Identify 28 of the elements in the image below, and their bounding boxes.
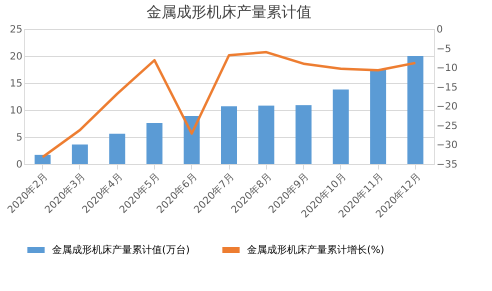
y-tick-label: 5 <box>16 132 22 144</box>
bar <box>296 105 312 164</box>
y-tick-label: 10 <box>10 106 22 116</box>
y2-tick-label: −25 <box>436 120 458 132</box>
legend-label: 金属成形机床产量累计值(万台) <box>52 244 190 256</box>
bar <box>34 154 51 164</box>
y-tick-label: 20 <box>10 52 22 62</box>
y-tick-label: 0 <box>16 160 22 170</box>
bar <box>332 89 349 164</box>
line-series <box>41 50 417 158</box>
bar <box>109 134 126 164</box>
bar <box>258 106 274 164</box>
y2-tick-label: −10 <box>436 63 458 74</box>
bar <box>221 106 237 164</box>
y2-tick-label: −15 <box>436 82 458 94</box>
y2-tick-label: −20 <box>436 102 458 113</box>
legend-label: 金属成形机床产量累计增长(%) <box>247 244 384 256</box>
y2-tick-label: −5 <box>436 44 452 55</box>
bar <box>146 122 162 164</box>
y-tick-label: 15 <box>10 78 22 90</box>
y-tick-label: 25 <box>10 24 22 36</box>
bar <box>407 56 424 164</box>
y2-tick-label: −30 <box>436 140 458 152</box>
bar <box>72 144 88 164</box>
bar <box>370 70 386 164</box>
y2-tick-label: 0 <box>436 24 443 36</box>
y2-tick-label: −35 <box>436 160 458 170</box>
chart-title: 金属成形机床产量累计值 <box>146 3 312 21</box>
